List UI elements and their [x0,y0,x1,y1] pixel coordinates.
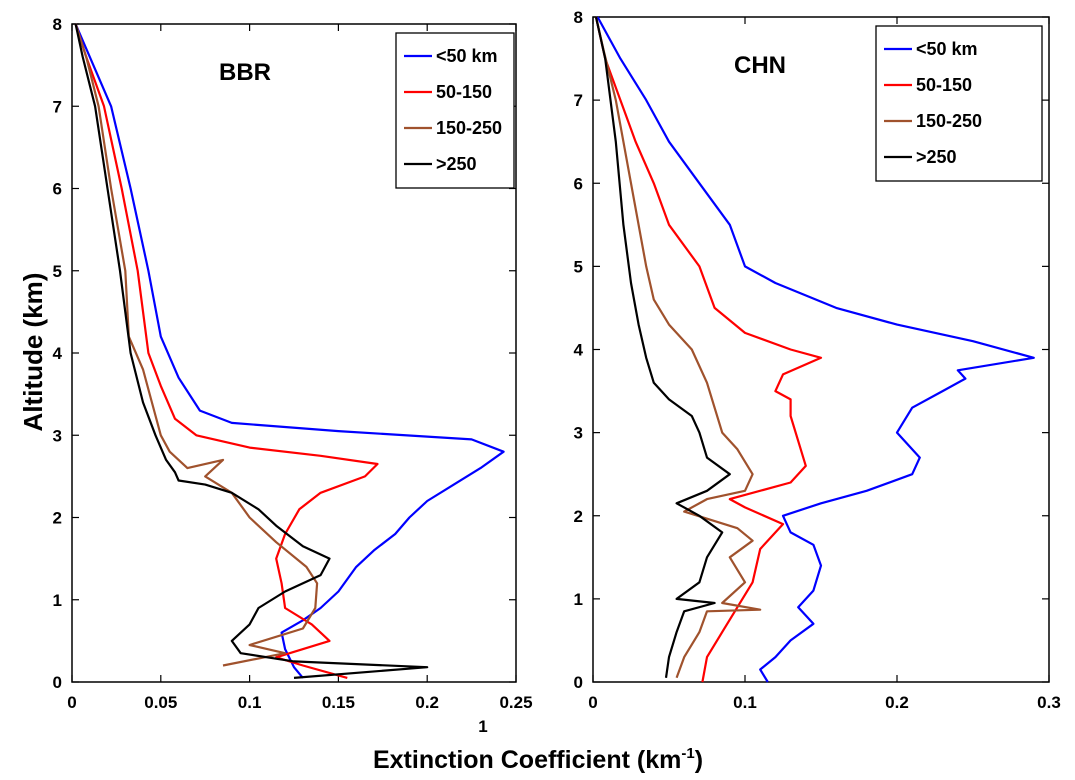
legend-label: <50 km [916,39,978,59]
y-tick-label: 0 [53,673,62,692]
series-line-0 [596,16,1035,683]
legend-label: <50 km [436,46,498,66]
y-tick-label: 3 [53,426,62,445]
x-axis-label-end: ) [695,746,703,774]
x-axis-label: Extinction Coefficient (km-1) [373,745,703,774]
x-tick-label: 0 [588,693,597,712]
y-tick-label: 6 [574,174,583,193]
x-tick-label: 0.3 [1037,693,1061,712]
series-line-1 [74,23,379,679]
legend-label: >250 [436,154,477,174]
panel-title: BBR [219,59,271,86]
x-tick-label: 0.2 [415,693,439,712]
x-axis-label-superscript: -1 [681,745,694,762]
panel-bbr: 0 0.05 0.1 0.15 0.2 0.25 0 1 2 3 4 5 6 7 8 BBR <50 km 50-… [53,15,533,712]
legend-label: >250 [916,147,957,167]
x-tick-label: 0.05 [144,693,177,712]
y-tick-label: 4 [53,344,63,363]
legend-label: 50-150 [916,75,972,95]
series-line-0 [74,23,505,679]
series-line-3 [74,23,429,679]
legend-label: 50-150 [436,82,492,102]
x-tick-label: 0.25 [499,693,532,712]
y-tick-label: 7 [53,97,62,116]
panel-title: CHN [734,52,786,79]
x-tick-label: 0.15 [322,693,355,712]
y-tick-label: 8 [53,15,62,34]
series-line-2 [594,16,762,679]
y-tick-label: 8 [574,8,583,27]
y-tick-label: 3 [574,424,583,443]
y-tick-label: 1 [574,590,583,609]
y-tick-label: 4 [574,341,584,360]
panel-chn: 0 0.1 0.2 0.3 0 1 2 3 4 5 6 7 8 CHN <50 km 50-150 150-25… [574,8,1061,712]
legend-label: 150-250 [916,111,982,131]
x-tick-label: 0.2 [885,693,909,712]
stray-mark: 1 [478,717,487,736]
y-axis-label: Altitude (km) [18,273,48,432]
y-tick-label: 1 [53,591,62,610]
y-tick-label: 0 [574,673,583,692]
x-tick-label: 0 [67,693,76,712]
series-line-2 [74,23,319,667]
series-line-3 [594,16,731,678]
x-tick-label: 0.1 [733,693,757,712]
x-axis-label-main: Extinction Coefficient (km [373,746,681,774]
y-tick-label: 2 [574,507,583,526]
legend-box [395,32,515,189]
y-tick-label: 5 [53,262,62,281]
y-tick-label: 2 [53,509,62,528]
x-tick-label: 0.1 [238,693,262,712]
legend-label: 150-250 [436,118,502,138]
series-line-1 [594,16,823,683]
y-tick-label: 7 [574,91,583,110]
y-tick-label: 5 [574,257,583,276]
y-tick-label: 6 [53,180,62,199]
legend-box [875,25,1043,182]
